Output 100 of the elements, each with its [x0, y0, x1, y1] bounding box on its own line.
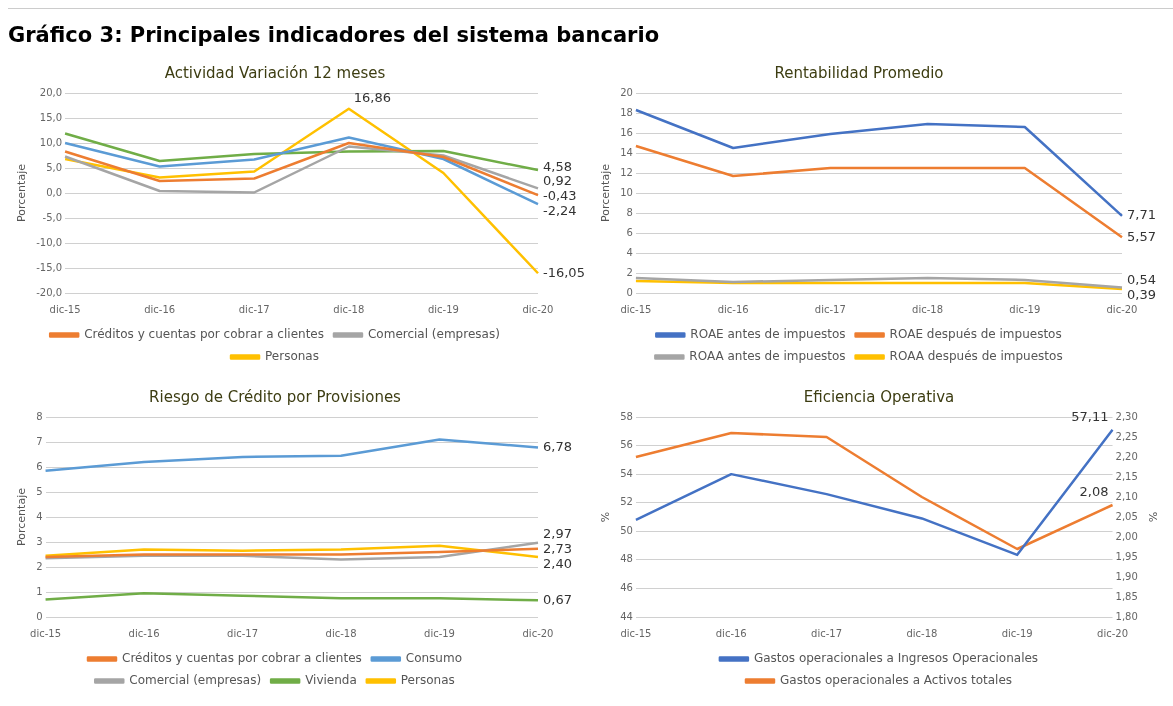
legend-label: Vivienda [305, 673, 357, 688]
x-tick-label: dic-16 [715, 627, 747, 639]
data-label: 57,11 [1071, 409, 1109, 425]
y2-tick-label: 2,30 [1115, 410, 1138, 422]
y-axis-title: Porcentaje [15, 163, 29, 222]
y2-tick-label: 1,90 [1115, 570, 1138, 582]
y-tick-label: 58 [620, 410, 633, 422]
x-tick-label: dic-15 [49, 303, 81, 315]
x-tick-label: dic-15 [30, 627, 62, 639]
y-tick-label: 16 [620, 126, 633, 138]
data-label: 0,67 [543, 591, 572, 607]
y-tick-label: 7 [36, 435, 43, 447]
legend-label: ROAA después de impuestos [889, 349, 1063, 364]
data-label: 2,73 [543, 540, 572, 556]
y-tick-label: 20 [620, 86, 633, 98]
x-tick-label: dic-15 [620, 303, 652, 315]
y-tick-label: 20,0 [39, 86, 63, 98]
legend-label: Gastos operacionales a Activos totales [779, 673, 1013, 688]
y-tick-label: -20,0 [36, 286, 63, 298]
y-tick-label: 2 [36, 560, 43, 572]
legend-label: Comercial (empresas) [367, 327, 500, 342]
y-tick-label: 0 [626, 286, 633, 298]
y-tick-label: 8 [626, 206, 633, 218]
y2-tick-label: 1,95 [1115, 550, 1138, 562]
data-label: -0,43 [543, 188, 577, 204]
legend-label: ROAE después de impuestos [889, 327, 1062, 342]
y-tick-label: 54 [620, 467, 633, 479]
x-tick-label: dic-17 [238, 303, 270, 315]
x-tick-label: dic-18 [333, 303, 365, 315]
chart-title: Actividad Variación 12 meses [164, 63, 386, 82]
y-tick-label: 56 [620, 439, 633, 451]
x-tick-label: dic-19 [1001, 627, 1033, 639]
y-tick-label: 10,0 [39, 136, 63, 148]
legend-label: Personas [265, 349, 319, 364]
y-axis-title: Porcentaje [15, 487, 29, 546]
x-tick-label: dic-16 [128, 627, 160, 639]
data-label: 2,40 [543, 555, 572, 571]
legend-label: Consumo [405, 651, 463, 666]
x-tick-label: dic-20 [1097, 627, 1129, 639]
chart-title: Riesgo de Crédito por Provisiones [149, 387, 402, 406]
x-tick-label: dic-16 [717, 303, 749, 315]
x-tick-label: dic-16 [144, 303, 176, 315]
x-tick-label: dic-18 [906, 627, 938, 639]
y-tick-label: 0,0 [46, 186, 63, 198]
x-tick-label: dic-20 [522, 627, 554, 639]
y2-tick-label: 2,10 [1115, 490, 1138, 502]
y-tick-label: 50 [620, 524, 633, 536]
data-label: 16,86 [353, 90, 392, 106]
x-tick-label: dic-19 [424, 627, 455, 639]
y2-tick-label: 2,20 [1115, 450, 1138, 462]
data-label: 4,58 [543, 158, 572, 174]
y2-tick-label: 2,00 [1115, 530, 1138, 542]
y-tick-label: 5 [36, 485, 43, 497]
y-axis-title: Porcentaje [599, 163, 613, 222]
y-tick-label: 1 [36, 585, 43, 597]
y-tick-label: 10 [620, 186, 633, 198]
chart-title: Eficiencia Operativa [803, 387, 955, 406]
x-tick-label: dic-17 [227, 627, 259, 639]
y-tick-label: 4 [626, 246, 633, 258]
y2-tick-label: 2,05 [1115, 510, 1138, 522]
x-tick-label: dic-17 [814, 303, 846, 315]
x-tick-label: dic-20 [522, 303, 554, 315]
legend-label: ROAE antes de impuestos [690, 327, 846, 342]
y2-tick-label: 1,85 [1115, 590, 1138, 602]
x-tick-label: dic-18 [912, 303, 944, 315]
data-label: 0,54 [1127, 272, 1156, 288]
y2-tick-label: 1,80 [1115, 610, 1138, 622]
y-tick-label: 5,0 [46, 161, 63, 173]
chart-title: Rentabilidad Promedio [774, 63, 944, 82]
legend-label: Créditos y cuentas por cobrar a clientes [84, 327, 324, 342]
y-axis-title: % [599, 511, 613, 523]
data-label: 0,39 [1127, 287, 1156, 303]
y-tick-label: 6 [36, 460, 43, 472]
x-tick-label: dic-19 [427, 303, 459, 315]
y-tick-label: 0 [36, 610, 43, 622]
data-label: 5,57 [1127, 228, 1156, 244]
y-tick-label: 44 [620, 610, 633, 622]
legend-label: Gastos operacionales a Ingresos Operacionales [753, 651, 1039, 666]
y-tick-label: 3 [36, 535, 43, 547]
data-label: -16,05 [543, 264, 585, 280]
y-tick-label: 52 [620, 496, 633, 508]
x-tick-label: dic-20 [1106, 303, 1138, 315]
legend-label: ROAA antes de impuestos [689, 349, 846, 364]
data-label: -2,24 [543, 203, 577, 219]
y-tick-label: 46 [620, 582, 633, 594]
y-tick-label: -5,0 [42, 211, 63, 223]
y-tick-label: 2 [626, 266, 633, 278]
data-label: 2,97 [543, 525, 572, 541]
y-tick-label: 14 [620, 146, 633, 158]
y-tick-label: -10,0 [36, 236, 63, 248]
y2-axis-title: % [1145, 511, 1159, 523]
x-tick-label: dic-18 [325, 627, 357, 639]
data-label: 6,78 [543, 438, 572, 454]
y-tick-label: 15,0 [39, 111, 63, 123]
data-label: 0,92 [543, 173, 572, 189]
y-tick-label: 6 [626, 226, 633, 238]
x-tick-label: dic-19 [1009, 303, 1041, 315]
legend-label: Comercial (empresas) [129, 673, 262, 688]
x-tick-label: dic-17 [811, 627, 843, 639]
y2-tick-label: 2,15 [1115, 470, 1138, 482]
